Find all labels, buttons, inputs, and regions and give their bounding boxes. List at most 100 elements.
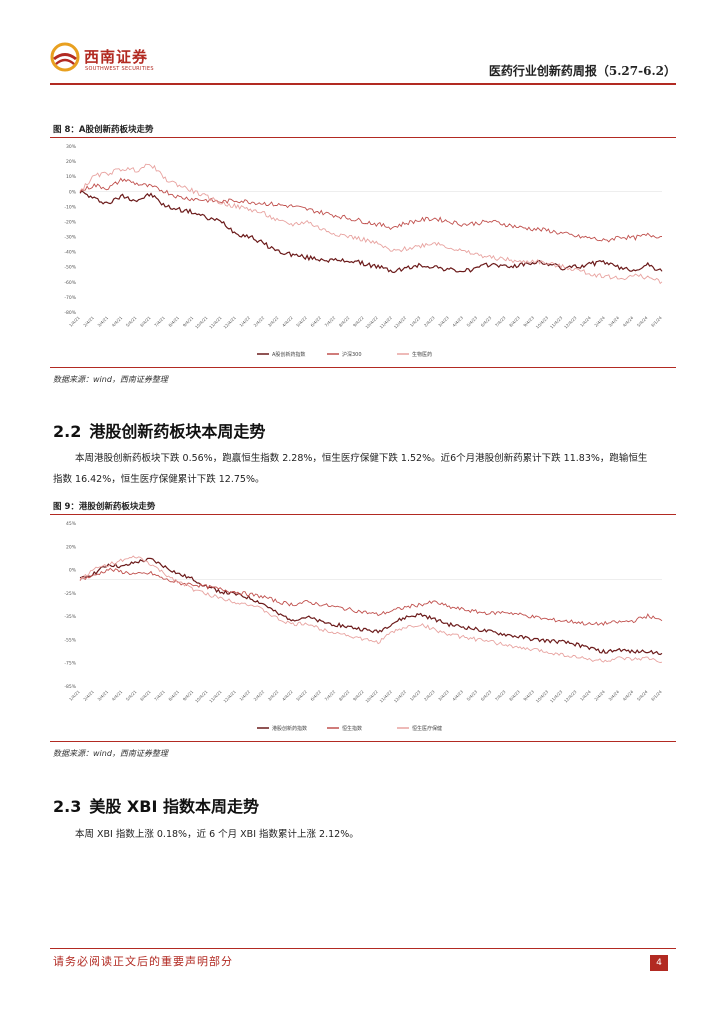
- x-tick-label: 11/4/21: [208, 315, 223, 330]
- x-tick-label: 7/4/22: [324, 315, 337, 328]
- x-tick-label: 2/4/22: [253, 689, 266, 702]
- x-tick-label: 5/4/22: [295, 689, 308, 702]
- y-tick-label: 20%: [66, 544, 77, 550]
- logo-text-en: SOUTHWEST SECURITIES: [85, 66, 154, 72]
- legend-label: 恒生医疗保健: [412, 725, 442, 732]
- x-tick-label: 10/4/21: [194, 689, 209, 704]
- x-tick-label: 6/4/23: [480, 315, 493, 328]
- section-2-2-paragraph: 本周港股创新药板块下跌 0.56%，跑赢恒生指数 2.28%，恒生医疗保健下跌 …: [53, 448, 653, 490]
- x-tick-label: 4/4/23: [451, 689, 464, 702]
- page-header: 西南证券 SOUTHWEST SECURITIES 医药行业创新药周报（5.27…: [50, 38, 676, 84]
- x-tick-label: 6/4/22: [309, 315, 322, 328]
- section-title: 美股 XBI 指数本周走势: [89, 797, 259, 816]
- x-tick-label: 11/4/23: [549, 315, 564, 330]
- x-tick-label: 12/4/22: [393, 315, 408, 330]
- x-tick-label: 4/4/21: [111, 315, 124, 328]
- section-number: 2.3: [53, 797, 82, 816]
- company-logo: 西南证券 SOUTHWEST SECURITIES: [50, 42, 190, 78]
- y-tick-label: -80%: [64, 310, 76, 316]
- x-tick-label: 12/4/21: [222, 689, 237, 704]
- x-tick-label: 10/4/22: [364, 315, 379, 330]
- figure-8-bottom-rule: [50, 367, 676, 368]
- y-tick-label: -60%: [64, 280, 76, 286]
- y-tick-label: 0%: [69, 568, 77, 574]
- x-tick-label: 12/4/21: [222, 315, 237, 330]
- header-divider: [50, 83, 676, 85]
- figure-8-chart: 30% 20% 10% 0% -10% -20% -30% -40% -50% -60% -70% -…: [52, 140, 672, 368]
- report-title: 医药行业创新药周报（5.27-6.2）: [488, 64, 676, 78]
- footer-divider: [50, 948, 676, 949]
- x-tick-label: 8/4/23: [508, 315, 521, 328]
- series-line-1: [79, 190, 663, 274]
- x-tick-label: 2/4/21: [82, 689, 95, 702]
- x-tick-label: 1/4/24: [579, 315, 592, 328]
- x-tick-label: 12/4/22: [393, 689, 408, 704]
- paragraph-text: 本周 XBI 指数上涨 0.18%，近 6 个月 XBI 指数累计上涨 2.12…: [75, 829, 359, 840]
- figure-9-caption: 图 9：港股创新药板块走势: [53, 502, 156, 512]
- x-tick-label: 8/4/21: [167, 689, 180, 702]
- series-line-3: [79, 163, 663, 285]
- figure-8-caption: 图 8：A股创新药板块走势: [53, 125, 154, 135]
- x-tick-label: 1/4/22: [238, 689, 251, 702]
- legend-label: 沪深300: [342, 351, 362, 358]
- figure-9-chart: 45% 20% 0% -25% -35% -55% -75% -85% 1/4/21 2/4/21…: [52, 517, 672, 742]
- x-tick-label: 1/4/24: [579, 689, 592, 702]
- x-tick-label: 10/4/23: [535, 315, 550, 330]
- x-tick-label: 4/4/24: [622, 315, 635, 328]
- x-tick-label: 4/4/24: [622, 689, 635, 702]
- y-tick-label: 20%: [66, 159, 77, 165]
- x-tick-label: 5/4/22: [295, 315, 308, 328]
- y-tick-label: -85%: [64, 684, 76, 690]
- series-line-2: [79, 177, 663, 243]
- figure-9-source: 数据来源：wind，西南证券整理: [53, 749, 168, 758]
- y-tick-label: -25%: [64, 591, 76, 597]
- x-tick-label: 7/4/23: [494, 689, 507, 702]
- x-tick-label: 8/4/22: [338, 689, 351, 702]
- x-tick-label: 3/4/24: [607, 315, 620, 328]
- page-number: 4: [650, 955, 668, 971]
- x-tick-label: 9/4/23: [522, 315, 535, 328]
- x-tick-label: 8/4/21: [167, 315, 180, 328]
- x-tick-label: 5/4/23: [466, 689, 479, 702]
- section-2-3-paragraph: 本周 XBI 指数上涨 0.18%，近 6 个月 XBI 指数累计上涨 2.12…: [53, 824, 653, 845]
- x-tick-label: 4/4/22: [281, 315, 294, 328]
- y-tick-label: 30%: [66, 144, 77, 150]
- x-tick-label: 6/4/21: [139, 689, 152, 702]
- x-tick-label: 1/4/23: [409, 315, 422, 328]
- x-tick-label: 2/4/21: [82, 315, 95, 328]
- disclaimer-note: 请务必阅读正文后的重要声明部分: [53, 955, 233, 968]
- x-tick-label: 5/4/24: [636, 315, 649, 328]
- x-tick-label: 3/4/23: [437, 315, 450, 328]
- x-tick-label: 11/4/22: [379, 315, 394, 330]
- x-tick-label: 1/4/21: [68, 315, 81, 328]
- x-tick-label: 1/4/22: [238, 315, 251, 328]
- x-tick-label: 11/4/22: [379, 689, 394, 704]
- figure-9-bottom-rule: [50, 741, 676, 742]
- x-tick-label: 3/4/22: [267, 689, 280, 702]
- section-2-3-heading: 2.3 美股 XBI 指数本周走势: [53, 793, 259, 817]
- x-tick-label: 6/1/24: [650, 689, 663, 702]
- x-tick-label: 9/4/22: [352, 315, 365, 328]
- x-tick-label: 6/4/21: [139, 315, 152, 328]
- x-tick-label: 1/4/23: [409, 689, 422, 702]
- x-tick-label: 2/4/23: [423, 315, 436, 328]
- section-2-2-heading: 2.2 港股创新药板块本周走势: [53, 418, 265, 442]
- legend-label: A股创新药指数: [272, 351, 305, 358]
- x-tick-label: 3/4/21: [96, 315, 109, 328]
- y-tick-label: -35%: [64, 614, 76, 620]
- y-tick-label: -50%: [64, 265, 76, 271]
- legend-label: 恒生指数: [342, 725, 362, 732]
- x-tick-label: 5/4/21: [125, 315, 138, 328]
- x-tick-label: 8/4/22: [338, 315, 351, 328]
- x-tick-label: 7/4/21: [153, 689, 166, 702]
- logo-text-cn: 西南证券: [84, 48, 149, 66]
- x-tick-label: 4/4/21: [111, 689, 124, 702]
- logo-mark-icon: [50, 42, 80, 72]
- y-tick-label: -40%: [64, 250, 76, 256]
- x-tick-label: 2/4/22: [253, 315, 266, 328]
- x-tick-label: 6/1/24: [650, 315, 663, 328]
- y-tick-label: -55%: [64, 637, 76, 643]
- x-tick-label: 2/4/24: [593, 689, 606, 702]
- x-tick-label: 4/4/23: [451, 315, 464, 328]
- y-tick-label: -10%: [64, 204, 76, 210]
